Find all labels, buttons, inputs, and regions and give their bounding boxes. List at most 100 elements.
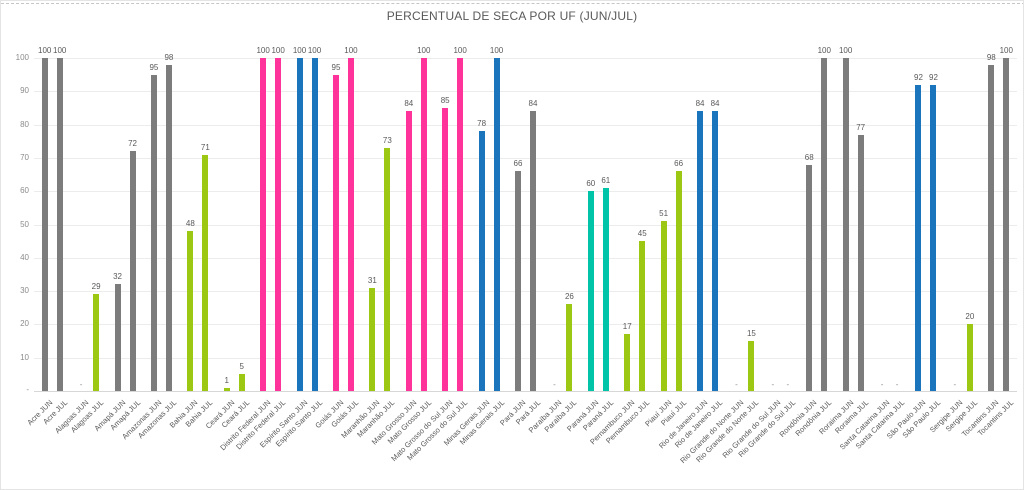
missing-value-label: - [735, 380, 738, 389]
bar-value-label: 15 [746, 329, 756, 339]
bar-value-label: 85 [440, 95, 450, 105]
bar [530, 111, 536, 391]
bar-value-label: 29 [91, 282, 101, 292]
bar-value-label: 84 [404, 99, 414, 109]
bar-value-label: 5 [239, 362, 244, 372]
bar-value-label: 98 [986, 52, 996, 62]
y-axis-tick-label: 70 [20, 152, 29, 162]
missing-value-label: - [786, 380, 790, 389]
bar [915, 84, 922, 391]
chart-title: PERCENTUAL DE SECA POR UF (JUN/JUL) [386, 9, 638, 23]
bar [420, 58, 427, 391]
missing-value-label: - [79, 380, 83, 389]
bar [988, 64, 995, 391]
gridline [34, 91, 1017, 93]
bar [930, 84, 937, 391]
bar-value-label: 92 [929, 72, 938, 82]
bar [296, 58, 303, 391]
y-axis-tick-label: 10 [20, 352, 29, 362]
bar-value-label: 20 [965, 312, 975, 322]
bar-value-label: 92 [914, 72, 923, 82]
bar [602, 187, 609, 391]
bar [223, 387, 230, 391]
bar-value-label: 100 [38, 46, 52, 55]
bar-value-label: 51 [659, 209, 669, 219]
bar-value-label: 100 [999, 46, 1013, 55]
bar [478, 131, 485, 391]
bar-value-label: 61 [601, 175, 611, 185]
bar [639, 241, 646, 391]
bar [129, 151, 136, 391]
bar [821, 58, 828, 391]
gridline [34, 224, 1017, 226]
bar [697, 111, 704, 391]
bar [405, 111, 412, 391]
bar-value-label: 78 [477, 119, 487, 129]
missing-value-label: - [771, 380, 775, 389]
bar [187, 231, 194, 391]
bar-value-label: 100 [344, 46, 358, 55]
y-axis-tick-label: 40 [20, 252, 29, 262]
bar-value-label: 66 [513, 159, 523, 169]
y-axis-tick-label: 60 [20, 186, 29, 196]
bar [41, 58, 48, 391]
y-axis-tick-label: 90 [20, 86, 29, 96]
gridline [34, 357, 1017, 359]
missing-value-label: - [953, 380, 957, 389]
bar-value-label: 68 [804, 152, 814, 162]
bar-value-label: 77 [856, 122, 866, 132]
bar-value-label: 26 [564, 292, 574, 302]
bar-value-label: 100 [53, 46, 67, 55]
bar-value-label: 84 [710, 99, 720, 109]
bar-value-label: 84 [528, 99, 538, 109]
bar [660, 221, 667, 391]
gridline [34, 324, 1017, 326]
bar [238, 374, 245, 391]
bar-value-label: 1 [224, 375, 229, 385]
y-axis-tick-label: 30 [20, 286, 29, 296]
gridline [34, 124, 1017, 126]
bar [806, 164, 813, 391]
page-break-dashed-line [1, 3, 1023, 4]
bar-value-label: 95 [331, 62, 341, 72]
bar-value-label: 100 [453, 46, 467, 55]
bar-value-label: 100 [256, 46, 270, 55]
x-axis-line [34, 391, 1017, 392]
bar [748, 341, 755, 391]
bar-value-label: 48 [185, 219, 195, 229]
bar-value-label: 60 [586, 179, 596, 189]
gridline [34, 257, 1017, 259]
bar [493, 58, 500, 391]
missing-value-label: - [880, 380, 884, 389]
missing-value-label: - [895, 380, 899, 389]
bar [311, 58, 318, 391]
bar-value-label: 100 [838, 46, 853, 55]
bar [347, 58, 354, 391]
bar-value-label: 95 [149, 62, 159, 72]
bar-value-label: 45 [637, 229, 647, 239]
y-axis-tick-label: 80 [20, 119, 29, 129]
bar [275, 58, 282, 391]
bar-value-label: 31 [367, 275, 377, 285]
bar [624, 334, 631, 391]
bar [260, 58, 267, 391]
bar [1003, 58, 1010, 391]
bar [165, 64, 172, 391]
bar-value-label: 72 [128, 139, 137, 149]
bar [566, 304, 573, 391]
bar [150, 74, 157, 391]
bar [712, 111, 719, 391]
bar [332, 74, 339, 391]
bar-value-label: 100 [292, 46, 307, 55]
bar [587, 191, 594, 391]
bar-value-label: 100 [307, 46, 322, 55]
y-axis-tick-label: 100 [15, 53, 29, 62]
bar [56, 58, 63, 391]
bar-value-label: 100 [817, 46, 831, 55]
bar-value-label: 100 [271, 46, 285, 55]
bar [675, 171, 682, 391]
missing-value-label: - [553, 380, 556, 389]
bar [515, 171, 521, 391]
gridline [34, 58, 1017, 59]
